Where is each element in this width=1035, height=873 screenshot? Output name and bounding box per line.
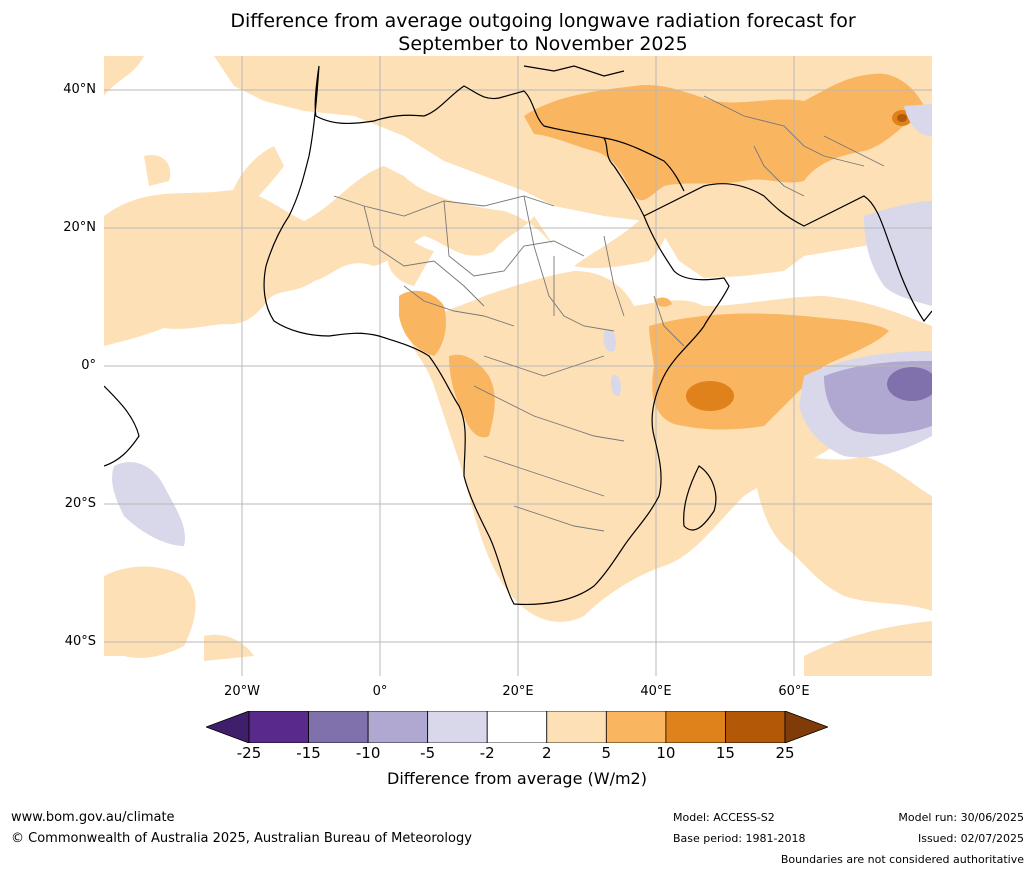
lon-label-40e: 40°E xyxy=(640,684,672,699)
title-line-1: Difference from average outgoing longwav… xyxy=(230,10,856,32)
lat-label-equator: 0° xyxy=(81,358,96,373)
colour-bar-title: Difference from average (W/m2) xyxy=(387,769,647,788)
anomaly-5-10-regions xyxy=(399,73,924,438)
model-name: Model: ACCESS-S2 xyxy=(673,811,775,824)
lat-label-20s: 20°S xyxy=(64,496,96,511)
lon-label-20e: 20°E xyxy=(502,684,534,699)
colour-bar-tick-label: -25 xyxy=(236,744,262,762)
colour-bar-segment xyxy=(605,711,667,743)
anomaly-15-25-regions xyxy=(897,114,907,122)
colour-bar-tick-label: 25 xyxy=(775,744,795,762)
colour-bar-arrow-low xyxy=(206,711,250,743)
graticule xyxy=(104,56,932,676)
colour-bar-segment xyxy=(665,711,726,743)
colour-bar-tick-label: 5 xyxy=(601,744,612,762)
colour-bar-segment xyxy=(546,711,607,743)
colour-bar-tick-label: 10 xyxy=(656,744,676,762)
issued-date: Issued: 02/07/2025 xyxy=(917,832,1024,845)
copyright-notice: © Commonwealth of Australia 2025, Austra… xyxy=(11,831,472,846)
website-link[interactable]: www.bom.gov.au/climate xyxy=(11,810,175,825)
base-period: Base period: 1981-2018 xyxy=(673,832,806,845)
colour-bar-tick-label: 2 xyxy=(541,744,552,762)
lon-label-60e: 60°E xyxy=(778,684,810,699)
colour-bar-segment xyxy=(308,711,369,743)
model-run-date: Model run: 30/06/2025 xyxy=(898,811,1024,824)
olr-anomaly-map xyxy=(104,56,932,676)
lat-label-20n: 20°N xyxy=(63,220,96,235)
colour-bar-tick-label: -2 xyxy=(479,744,495,762)
colour-bar-segment xyxy=(248,711,309,743)
colour-bar-segment xyxy=(725,711,786,743)
map-title: Difference from average outgoing longwav… xyxy=(0,10,1035,56)
anomaly-neg10-neg15-regions xyxy=(887,367,932,401)
colour-bar-tick-label: -15 xyxy=(296,744,321,762)
colour-bar-tick-label: 15 xyxy=(715,744,735,762)
lon-label-0: 0° xyxy=(372,684,388,699)
colour-bar-tick-label: -10 xyxy=(355,744,381,762)
colour-bar-arrow-high xyxy=(784,711,828,743)
country-borders xyxy=(333,95,885,532)
boundaries-disclaimer: Boundaries are not considered authoritat… xyxy=(780,853,1024,866)
colour-bar-segment xyxy=(427,711,488,743)
lat-label-40s: 40°S xyxy=(64,634,96,649)
colour-bar xyxy=(206,711,828,743)
colour-bar-tick-label: -5 xyxy=(420,744,436,762)
lat-label-40n: 40°N xyxy=(63,82,96,97)
title-line-2: September to November 2025 xyxy=(398,33,688,55)
colour-bar-segment xyxy=(486,711,548,743)
lon-label-20w: 20°W xyxy=(224,684,260,699)
colour-bar-segment xyxy=(367,711,429,743)
coastlines xyxy=(104,65,932,605)
